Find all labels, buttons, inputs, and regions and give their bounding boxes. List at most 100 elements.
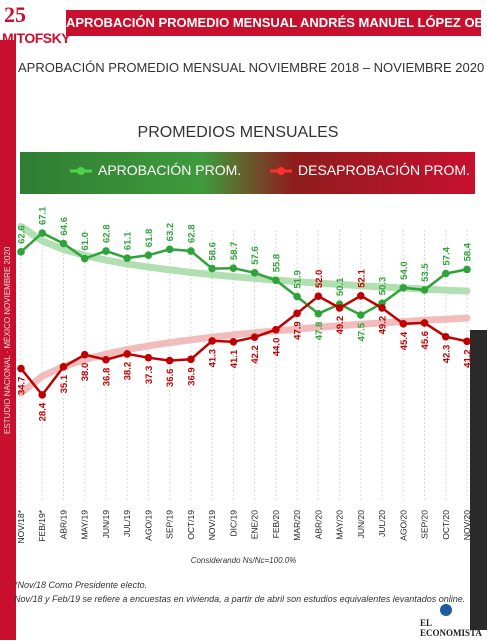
legend-item-disapproval: DESAPROBACIÓN PROM.	[270, 162, 470, 178]
series-line-disapproval	[20, 294, 468, 397]
data-point-approval	[250, 268, 259, 277]
data-point-disapproval	[38, 391, 47, 399]
data-point-approval	[441, 269, 450, 278]
data-point-disapproval	[463, 337, 471, 346]
x-tick-label: FEB/19*	[37, 509, 47, 541]
data-point-disapproval	[59, 363, 68, 371]
data-label-approval: 58.4	[463, 242, 474, 261]
data-label-disapproval: 49.2	[335, 316, 346, 335]
header-title: APROBACIÓN PROMEDIO MENSUAL ANDRÉS MANUE…	[66, 10, 481, 36]
x-tick-label: MAY/20	[335, 510, 345, 540]
data-label-disapproval: 41.1	[229, 349, 240, 368]
data-label-approval: 58.6	[208, 242, 219, 261]
x-tick-label: AGO/20	[398, 510, 408, 541]
data-point-approval	[165, 245, 174, 254]
data-label-approval: 63.2	[165, 223, 176, 242]
data-point-approval	[314, 309, 323, 318]
data-point-disapproval	[165, 356, 174, 365]
x-tick-label: OCT/20	[441, 510, 451, 540]
x-tick-label: ABR/19	[58, 510, 68, 540]
data-label-approval: 54.0	[399, 261, 410, 280]
data-point-disapproval	[378, 304, 386, 312]
data-point-approval	[229, 264, 238, 272]
data-label-approval: 55.8	[271, 254, 282, 273]
data-label-disapproval: 38.2	[123, 362, 134, 381]
data-label-approval: 53.5	[420, 263, 431, 282]
data-point-approval	[102, 247, 110, 255]
data-label-approval: 67.1	[38, 206, 49, 225]
data-label-approval: 61.8	[144, 229, 155, 248]
data-point-approval	[144, 251, 153, 259]
legend-approval-marker	[70, 167, 92, 176]
x-tick-label: JUN/20	[356, 510, 366, 539]
data-point-approval	[80, 254, 89, 263]
x-tick-label: SEP/20	[420, 510, 430, 539]
data-point-approval	[420, 286, 429, 294]
data-point-disapproval	[208, 337, 216, 345]
data-point-approval	[272, 276, 280, 285]
x-tick-label: DIC/19	[228, 510, 238, 537]
x-tick-label: AGO/19	[143, 510, 153, 541]
data-point-disapproval	[123, 350, 131, 358]
data-label-disapproval: 28.4	[38, 402, 49, 421]
x-tick-label: NOV/18*	[16, 509, 26, 543]
data-label-approval: 50.3	[378, 277, 389, 296]
series-line-approval	[20, 231, 468, 317]
data-label-disapproval: 45.4	[399, 331, 410, 350]
x-tick-label: ABR/20	[313, 510, 323, 540]
chart-note: Considerando Ns/Nc=100.0%	[190, 556, 297, 565]
x-tick-label: JUN/19	[101, 510, 111, 539]
legend-disapproval-label: DESAPROBACIÓN PROM.	[298, 162, 470, 178]
data-label-disapproval: 49.2	[378, 316, 389, 335]
side-strip: ESTUDIO NACIONAL · MÉXICO NOVIEMBRE 2020	[0, 40, 16, 640]
data-label-approval: 47.5	[356, 322, 367, 341]
right-strip	[470, 330, 487, 630]
trendline-approval	[17, 222, 471, 295]
data-label-approval: 51.9	[293, 270, 304, 289]
data-label-approval: 57.4	[441, 246, 452, 265]
data-point-disapproval	[441, 332, 450, 341]
data-point-disapproval	[357, 291, 365, 300]
data-label-disapproval: 45.6	[420, 331, 431, 350]
logo-number: 25	[4, 2, 26, 27]
data-point-disapproval	[293, 309, 301, 318]
data-label-approval: 64.6	[59, 217, 70, 236]
data-label-approval: 62.8	[101, 225, 112, 244]
data-label-disapproval: 36.8	[101, 368, 112, 387]
legend: APROBACIÓN PROM. DESAPROBACIÓN PROM.	[20, 152, 475, 194]
data-point-disapproval	[399, 319, 408, 328]
data-point-disapproval	[229, 337, 238, 346]
data-label-disapproval: 36.9	[186, 367, 197, 386]
data-label-disapproval: 42.3	[441, 345, 452, 364]
el-economista-icon	[440, 604, 452, 616]
data-label-disapproval: 41.2	[463, 349, 474, 368]
data-label-disapproval: 37.3	[144, 366, 155, 385]
data-label-disapproval: 38.0	[80, 363, 91, 382]
data-label-disapproval: 34.7	[17, 377, 28, 396]
data-point-disapproval	[272, 325, 280, 334]
data-label-approval: 47.8	[314, 322, 325, 341]
data-label-disapproval: 41.3	[208, 349, 219, 368]
data-point-disapproval	[314, 292, 323, 300]
data-point-disapproval	[80, 350, 89, 359]
data-point-approval	[463, 265, 471, 274]
data-label-disapproval: 52.0	[314, 270, 325, 289]
data-label-approval: 62.6	[17, 225, 28, 244]
data-point-approval	[208, 264, 216, 273]
x-tick-label: MAR/20	[292, 510, 302, 541]
x-tick-label: ENE/20	[250, 510, 260, 540]
footnote-2: Nov/18 y Feb/19 se refiere a encuestas e…	[14, 594, 466, 604]
x-tick-label: SEP/19	[165, 510, 175, 539]
mitofsky-logo: 25 MITOFSKY	[0, 0, 71, 56]
data-label-disapproval: 42.2	[250, 345, 261, 364]
x-tick-label: OCT/19	[186, 510, 196, 540]
data-label-disapproval: 36.6	[165, 369, 176, 388]
legend-item-approval: APROBACIÓN PROM.	[70, 162, 241, 178]
legend-disapproval-marker	[270, 167, 292, 176]
data-point-disapproval	[187, 355, 195, 364]
data-point-disapproval	[102, 355, 110, 364]
brand-label: EL ECONOMISTA	[420, 618, 482, 638]
data-label-disapproval: 47.9	[293, 321, 304, 340]
logo-word: MITOFSKY	[2, 30, 71, 46]
data-point-disapproval	[250, 333, 259, 341]
